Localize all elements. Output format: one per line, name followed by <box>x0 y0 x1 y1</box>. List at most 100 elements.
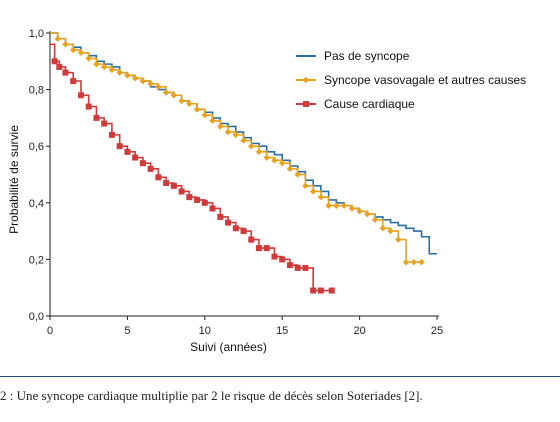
y-tick-label: 0,6 <box>29 141 44 153</box>
series-3-point <box>93 114 100 121</box>
series-2-point <box>317 193 325 201</box>
series-2-point <box>333 202 340 209</box>
series-3-point <box>286 262 293 269</box>
series-2-point <box>62 41 69 48</box>
series-2-point <box>116 69 123 76</box>
series-3-point <box>155 174 162 181</box>
series-3-point <box>186 194 193 201</box>
figure-caption: 2 : Une syncope cardiaque multiplie par … <box>0 388 423 403</box>
series-2-point <box>279 159 286 167</box>
series-3-point <box>225 219 232 226</box>
x-axis-label: Suivi (années) <box>190 340 267 354</box>
series-2-point <box>85 55 92 62</box>
series-3-point <box>62 69 69 76</box>
series-2-point <box>271 157 278 164</box>
series-2-point <box>100 63 108 71</box>
series-3-point <box>77 92 84 99</box>
series-3-point <box>178 188 185 195</box>
series-2-point <box>108 66 116 73</box>
series-2-point <box>193 106 201 113</box>
series-3-point <box>139 160 146 167</box>
series-2-point <box>139 77 147 85</box>
series-3-point <box>310 287 317 294</box>
series-2-point <box>263 154 270 161</box>
series-3-point <box>240 228 247 235</box>
series-2-point <box>232 131 239 139</box>
series-3-point <box>116 143 123 150</box>
series-3-point <box>279 256 286 263</box>
series-2-point <box>240 137 247 144</box>
series-2-point <box>286 165 294 173</box>
legend-label-2: Syncope vasovagale et autres causes <box>324 73 526 87</box>
series-3-point <box>317 287 324 294</box>
series-2-point <box>178 97 185 105</box>
y-axis-label: Probabilité de survie <box>7 125 21 234</box>
series-3-point <box>132 154 139 161</box>
legend-marker-3 <box>303 101 309 107</box>
series-2-point <box>93 60 100 68</box>
series-3-point <box>217 213 224 220</box>
series-3-point <box>170 182 177 189</box>
series-2-point <box>364 210 371 218</box>
series-2-point <box>224 128 232 136</box>
series-2-point <box>131 75 139 82</box>
series-2-point <box>340 202 348 209</box>
series-2-point <box>418 259 425 266</box>
series-2-point <box>77 49 85 57</box>
series-2-point <box>217 123 224 130</box>
series-3-point <box>108 131 115 138</box>
series-3-point <box>302 264 309 271</box>
series-2-point <box>302 182 309 190</box>
series-2-point <box>348 205 356 212</box>
series-3-point <box>248 236 255 243</box>
series-3-point <box>263 245 270 252</box>
series-3-point <box>85 103 92 110</box>
series-2-point <box>124 72 131 79</box>
x-tick-label: 25 <box>431 325 443 337</box>
series-3-point <box>51 58 58 65</box>
series-2-point <box>147 80 154 88</box>
series-3-point <box>255 245 262 252</box>
series-2-point <box>309 188 317 195</box>
legend-label-3: Cause cardiaque <box>324 97 415 111</box>
series-3-point <box>56 63 63 70</box>
series-2-point <box>70 46 77 54</box>
series-2-point <box>410 259 417 266</box>
series-3-point <box>328 287 335 294</box>
series-2-point <box>356 208 363 215</box>
series-3-point <box>70 78 77 85</box>
series-3-point <box>101 120 108 127</box>
legend-label-1: Pas de syncope <box>324 49 410 63</box>
series-2-point <box>209 117 216 124</box>
y-tick-label: 1,0 <box>29 28 44 40</box>
series-3-point <box>232 225 239 232</box>
y-tick-label: 0,8 <box>29 85 44 97</box>
x-tick-label: 10 <box>199 325 211 337</box>
series-2-point <box>395 236 402 243</box>
survival-chart: 0,0 0,2 0,4 0,6 0,8 1,0 0 5 10 15 20 25 Suivi (année… <box>7 28 526 354</box>
series-3-point <box>209 205 216 212</box>
legend-marker-2 <box>302 76 310 84</box>
series-line-3 <box>50 43 332 292</box>
series-2-point <box>371 216 379 223</box>
y-tick-label: 0,2 <box>29 254 44 266</box>
y-tick-label: 0,4 <box>29 198 44 210</box>
caption-band <box>0 376 560 422</box>
x-tick-label: 20 <box>353 325 365 337</box>
series-2-point <box>155 83 162 90</box>
series-2-point <box>325 202 332 209</box>
series-3-point <box>124 148 131 155</box>
series-2-point <box>54 35 61 42</box>
series-2-point <box>186 100 193 107</box>
x-tick-label: 0 <box>47 325 53 337</box>
series-2-point <box>170 92 178 99</box>
y-tick-label: 0,0 <box>29 311 44 323</box>
x-tick-label: 15 <box>276 325 288 337</box>
series-3-point <box>147 165 154 172</box>
series-2-point <box>294 171 301 178</box>
series-3-point <box>294 264 301 271</box>
series-3-point <box>271 253 278 260</box>
series-2-point <box>162 89 170 96</box>
series-3-point <box>194 196 201 203</box>
series-2-point <box>379 225 387 232</box>
